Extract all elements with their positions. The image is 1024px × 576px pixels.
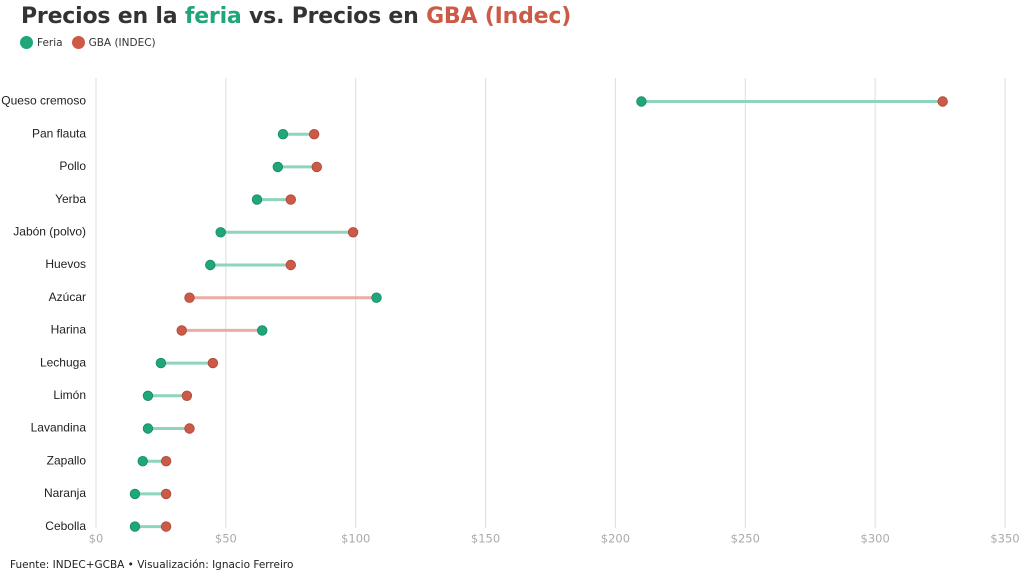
legend-swatch-feria — [20, 36, 33, 49]
category-label-harina: Harina — [51, 323, 87, 337]
dot-feria-harina — [257, 325, 268, 336]
dot-gba-pollo — [311, 161, 322, 173]
category-label-huevos: Huevos — [45, 257, 86, 271]
dot-feria-lavandina — [142, 423, 154, 434]
category-label-azucar: Azúcar — [49, 290, 86, 304]
category-label-jabon-polvo: Jabón (polvo) — [13, 224, 86, 238]
x-tick-label: $200 — [601, 532, 630, 546]
title-feria-word: feria — [184, 4, 242, 29]
category-label-pan-flauta: Pan flauta — [32, 126, 86, 140]
category-label-limon: Limón — [53, 388, 86, 402]
dot-feria-naranja — [129, 488, 141, 500]
x-tick-label: $50 — [215, 532, 237, 546]
category-label-cebolla: Cebolla — [45, 519, 86, 533]
dot-gba-harina — [176, 325, 187, 336]
legend-label-gba: GBA (INDEC) — [88, 36, 156, 49]
dot-feria-huevos — [205, 259, 216, 271]
dot-feria-yerba — [251, 194, 263, 205]
x-tick-label: $300 — [861, 532, 890, 546]
x-tick-label: $100 — [341, 532, 370, 546]
legend-item-feria: Feria — [20, 36, 63, 49]
dot-gba-jabon-polvo — [347, 227, 359, 238]
dot-gba-yerba — [285, 194, 296, 205]
dot-gba-cebolla — [160, 521, 172, 532]
source-caption: Fuente: INDEC+GCBA • Visualización: Igna… — [10, 559, 294, 571]
legend-item-gba: GBA (INDEC) — [71, 36, 156, 49]
legend-label-feria: Feria — [37, 36, 63, 49]
grid-lines — [95, 78, 1006, 528]
legend-swatch-gba — [71, 36, 85, 49]
dumbbell-dots — [129, 96, 948, 532]
dot-feria-azucar — [371, 292, 382, 303]
dot-gba-queso-cremoso — [937, 96, 948, 107]
x-tick-label: $250 — [731, 532, 760, 546]
dot-feria-jabon-polvo — [215, 227, 226, 238]
dot-feria-cebolla — [129, 521, 141, 532]
category-label-queso-cremoso: Queso cremoso — [1, 94, 86, 108]
dot-feria-lechuga — [155, 357, 167, 369]
x-tick-label: $0 — [89, 532, 104, 546]
dumbbell-lines — [134, 100, 943, 529]
category-label-yerba: Yerba — [55, 192, 86, 206]
dot-feria-pan-flauta — [277, 128, 289, 140]
x-tick-label: $150 — [471, 532, 500, 546]
dot-feria-limon — [142, 390, 154, 402]
dot-feria-zapallo — [137, 456, 148, 467]
title-part-1: Precios en la — [21, 4, 185, 29]
dot-gba-pan-flauta — [308, 128, 320, 140]
chart-legend: Feria GBA (INDEC) — [20, 36, 165, 49]
chart-title: Precios en la feria vs. Precios en GBA (… — [21, 4, 571, 29]
dot-gba-lavandina — [184, 423, 195, 434]
dot-feria-pollo — [272, 161, 284, 173]
category-label-naranja: Naranja — [44, 486, 86, 500]
category-labels: Queso cremoso Pan flauta Pollo Yerba Jabón (… — [1, 94, 86, 533]
title-part-2: vs. Precios en — [241, 4, 427, 29]
dot-gba-lechuga — [207, 357, 219, 369]
category-label-lechuga: Lechuga — [40, 355, 86, 369]
dot-gba-huevos — [285, 259, 296, 271]
dot-feria-queso-cremoso — [636, 96, 647, 107]
dot-gba-azucar — [184, 292, 195, 303]
dot-gba-zapallo — [160, 456, 172, 467]
category-label-lavandina: Lavandina — [31, 421, 87, 435]
x-axis-ticks: $0 $50 $100 $150 $200 $250 $300 $350 — [89, 532, 1020, 546]
title-gba-word: GBA (Indec) — [426, 4, 572, 29]
category-label-zapallo: Zapallo — [47, 453, 87, 467]
dot-gba-limon — [181, 390, 193, 402]
category-label-pollo: Pollo — [59, 159, 86, 173]
dot-gba-naranja — [160, 488, 172, 500]
x-tick-label: $350 — [990, 532, 1019, 546]
